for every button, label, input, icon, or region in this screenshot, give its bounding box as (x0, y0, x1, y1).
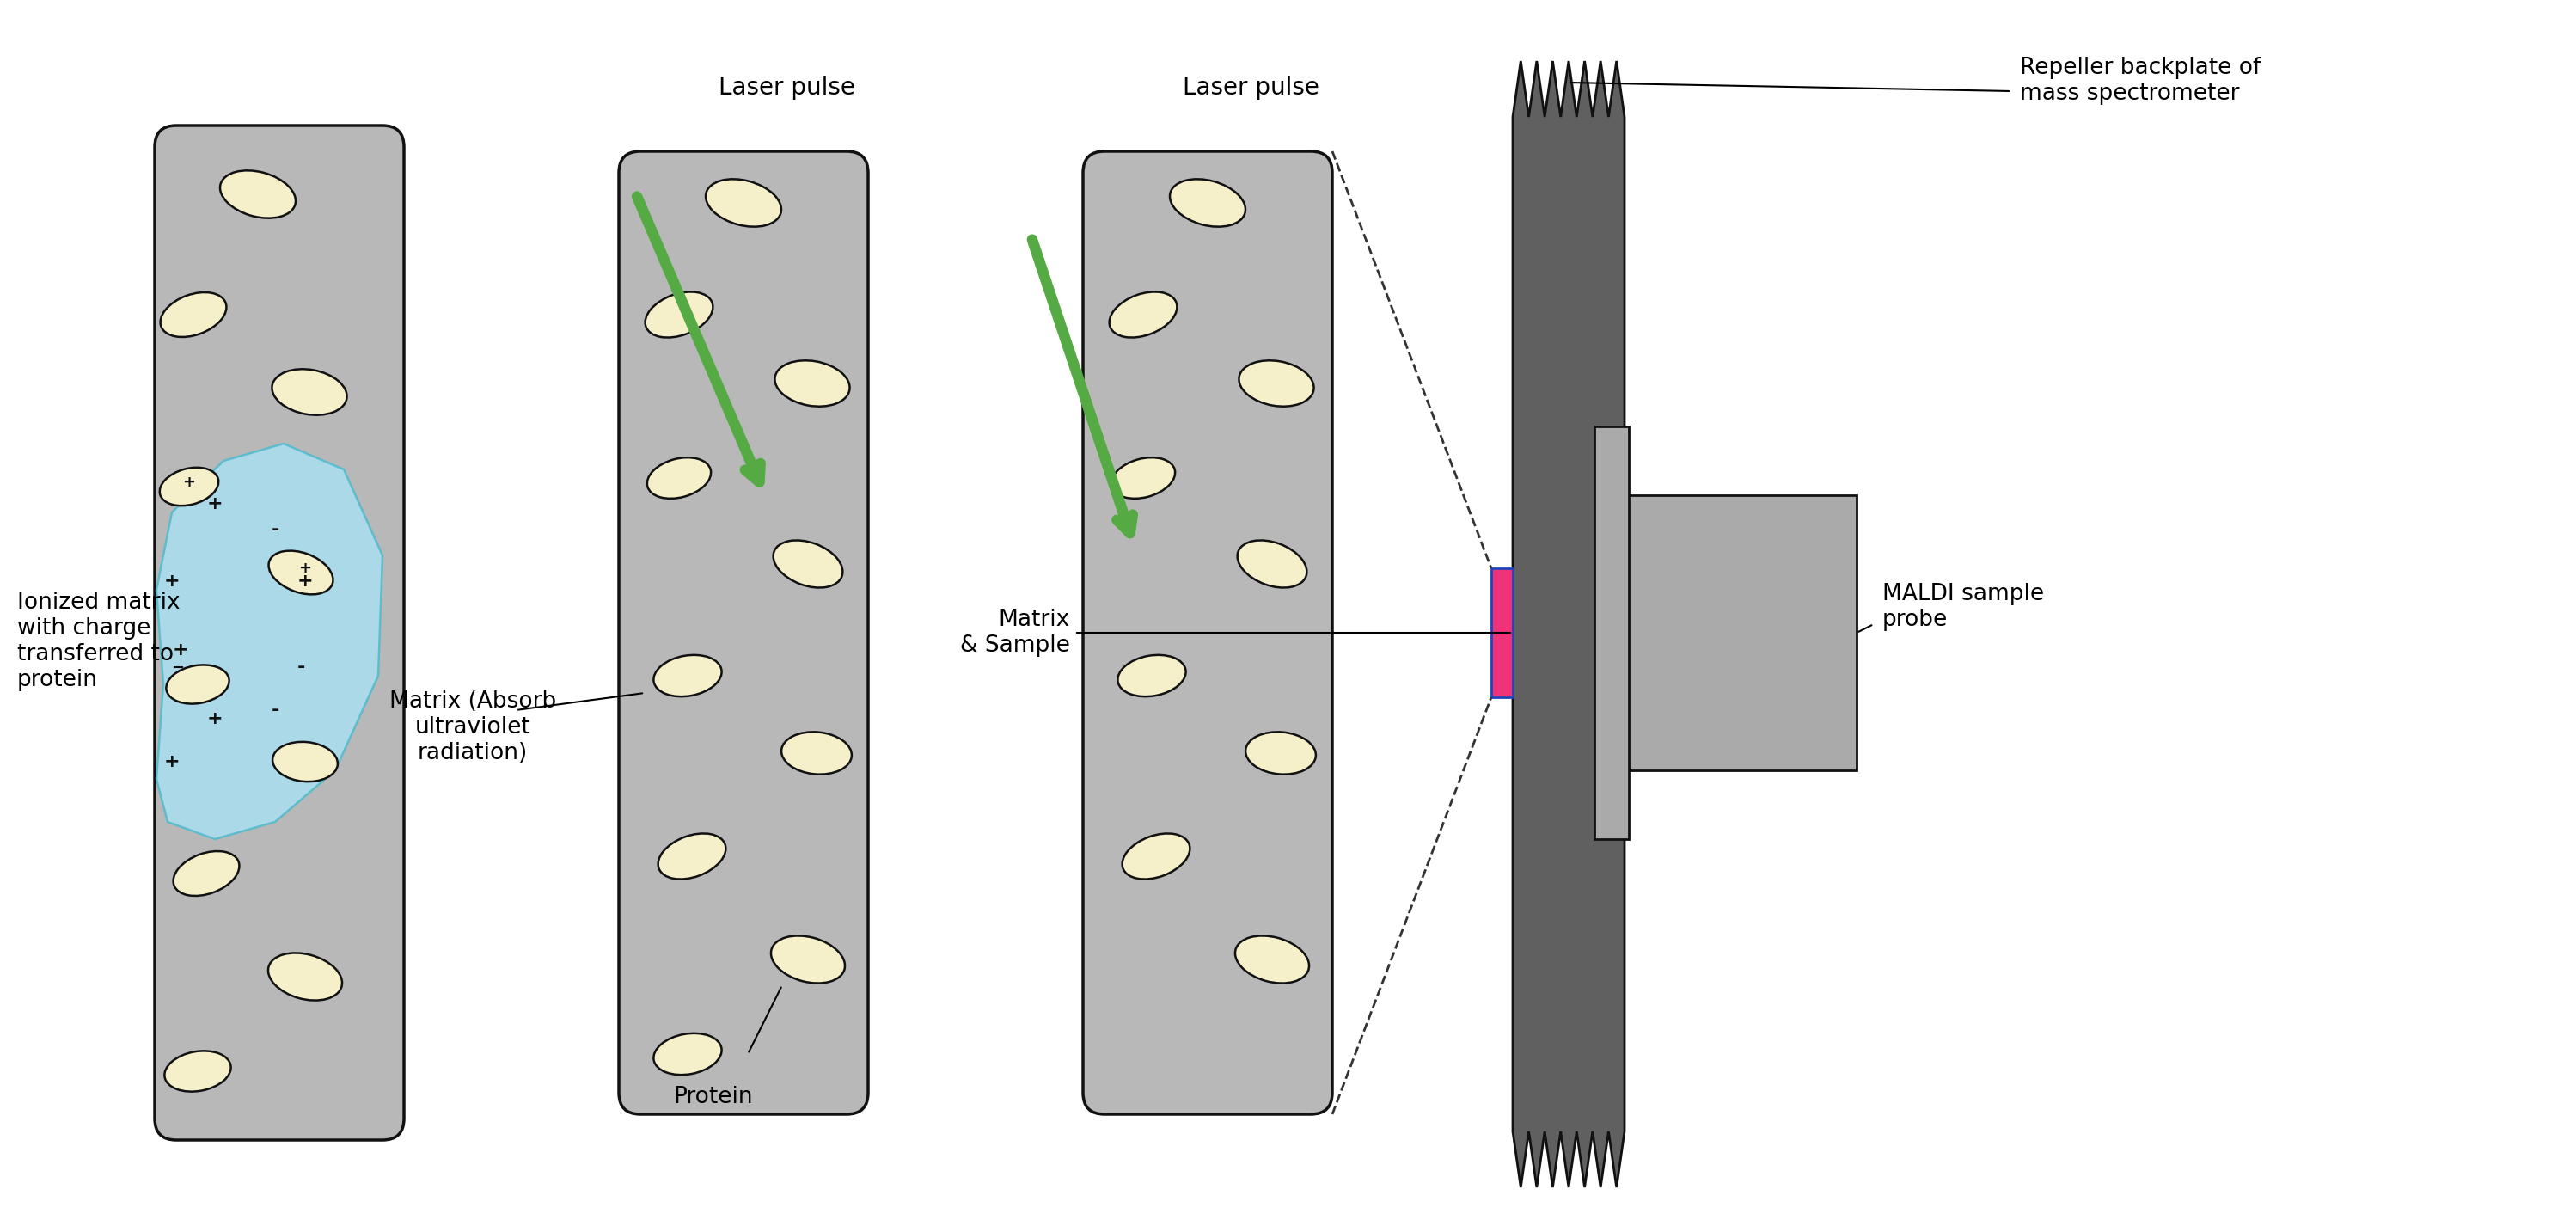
Text: -: - (270, 701, 278, 718)
Ellipse shape (1236, 541, 1306, 587)
Text: +: + (206, 495, 224, 512)
Ellipse shape (1118, 655, 1185, 696)
Text: Repeller backplate of
mass spectrometer: Repeller backplate of mass spectrometer (2020, 56, 2262, 105)
Ellipse shape (773, 541, 842, 587)
Ellipse shape (654, 655, 721, 696)
Text: -: - (270, 521, 278, 538)
Ellipse shape (775, 360, 850, 407)
Text: +: + (296, 573, 314, 590)
Ellipse shape (647, 457, 711, 499)
Text: +: + (299, 560, 312, 576)
Ellipse shape (167, 664, 229, 704)
Ellipse shape (1123, 834, 1190, 879)
Ellipse shape (273, 369, 348, 416)
Ellipse shape (654, 1034, 721, 1075)
Ellipse shape (273, 742, 337, 782)
Ellipse shape (268, 953, 343, 1000)
Ellipse shape (1247, 732, 1316, 775)
Ellipse shape (160, 292, 227, 337)
Text: +: + (173, 641, 188, 658)
Text: Matrix (Absorb
ultraviolet
radiation): Matrix (Absorb ultraviolet radiation) (389, 690, 556, 764)
Ellipse shape (1170, 179, 1244, 227)
Ellipse shape (165, 1051, 232, 1091)
Text: +: + (183, 474, 196, 490)
Text: Laser pulse: Laser pulse (1182, 76, 1319, 99)
Text: +: + (165, 573, 180, 590)
Text: Laser pulse: Laser pulse (719, 76, 855, 99)
Ellipse shape (1239, 360, 1314, 407)
Text: -: - (296, 658, 304, 676)
Ellipse shape (173, 851, 240, 896)
Text: +: + (206, 710, 224, 727)
Ellipse shape (770, 935, 845, 983)
Polygon shape (157, 444, 381, 839)
Bar (1625, 495, 1857, 770)
Ellipse shape (644, 292, 714, 337)
Ellipse shape (706, 179, 781, 227)
Polygon shape (1512, 61, 1625, 1187)
Ellipse shape (1234, 935, 1309, 983)
Ellipse shape (268, 550, 332, 595)
Text: +: + (165, 753, 180, 770)
Text: Ionized matrix
with charge
transferred to
protein: Ionized matrix with charge transferred t… (18, 591, 180, 691)
Ellipse shape (1110, 457, 1175, 499)
Text: MALDI sample
probe: MALDI sample probe (1883, 582, 2045, 631)
Bar (1595, 427, 1628, 839)
Text: Protein: Protein (672, 1086, 752, 1108)
Ellipse shape (781, 732, 853, 775)
Ellipse shape (219, 170, 296, 218)
Ellipse shape (1110, 292, 1177, 337)
Ellipse shape (160, 467, 219, 505)
FancyBboxPatch shape (155, 125, 404, 1140)
Bar (1492, 569, 1512, 698)
FancyBboxPatch shape (618, 151, 868, 1114)
FancyBboxPatch shape (1082, 151, 1332, 1114)
Text: Matrix
& Sample: Matrix & Sample (961, 608, 1069, 657)
Ellipse shape (657, 834, 726, 879)
